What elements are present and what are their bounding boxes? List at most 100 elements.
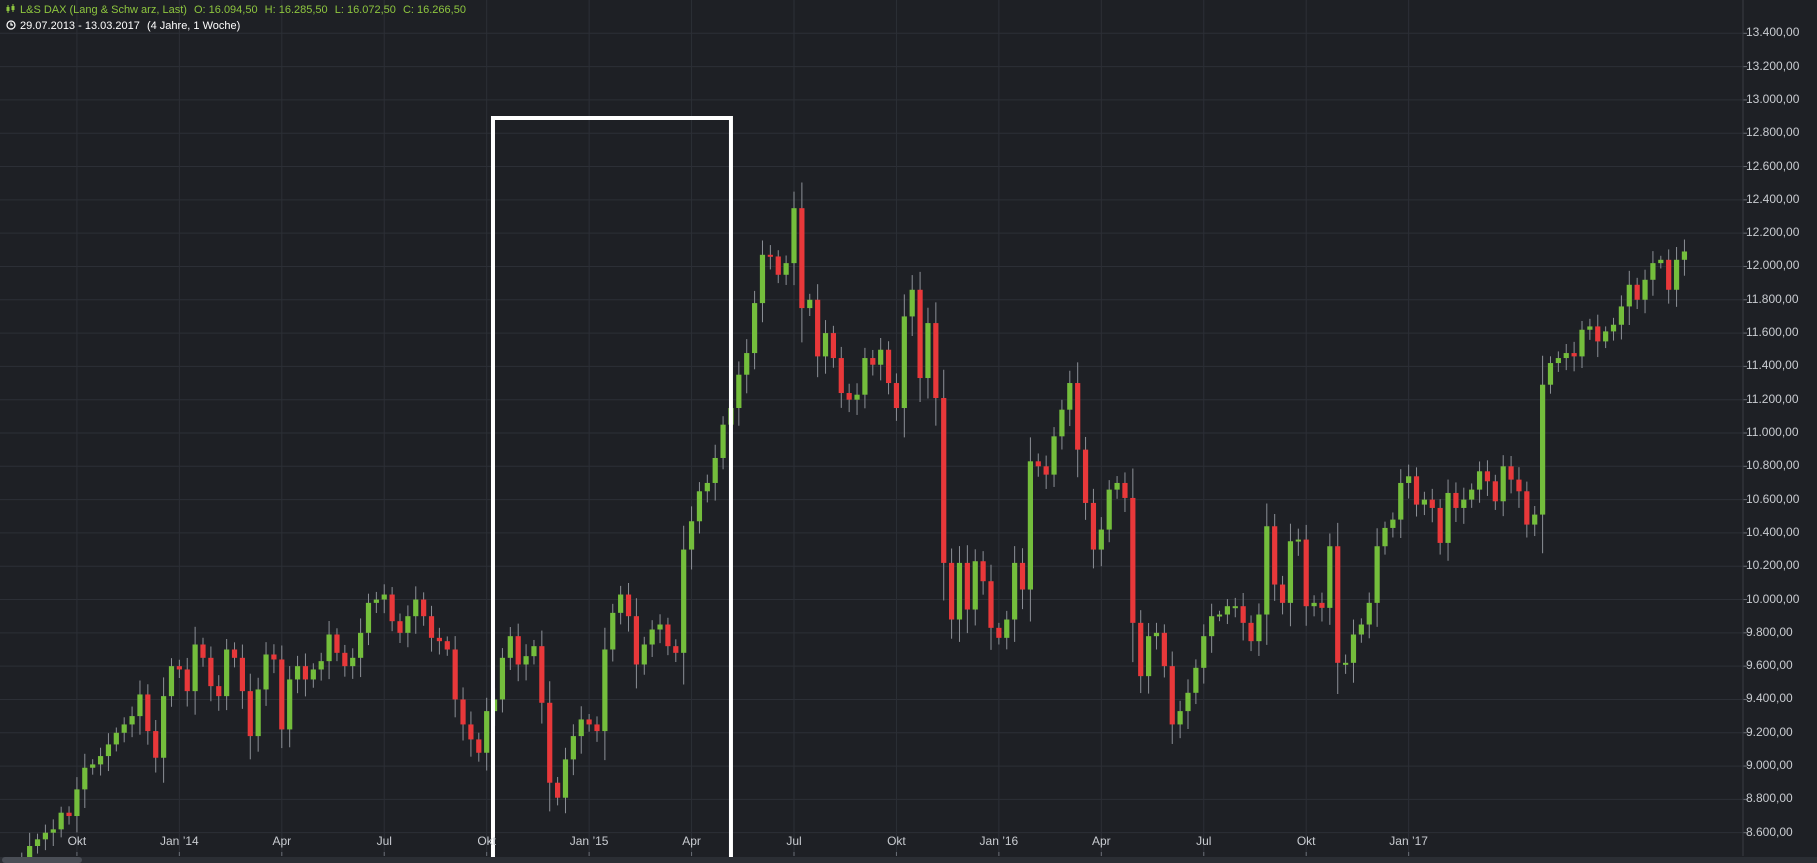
candle-body-up xyxy=(1067,383,1073,410)
y-tick-label: 10.400,00 xyxy=(1746,524,1800,539)
candle xyxy=(279,645,285,749)
y-tick-label: 11.000,00 xyxy=(1746,424,1799,439)
candle xyxy=(58,806,64,838)
candle xyxy=(1098,517,1104,567)
candle xyxy=(342,644,348,677)
candle-body-up xyxy=(1476,471,1483,490)
candle xyxy=(807,293,813,317)
candle-body-down xyxy=(1161,632,1167,667)
candle-body-up xyxy=(34,839,41,847)
candle-body-up xyxy=(97,756,104,765)
candle-body-up xyxy=(294,666,301,680)
candle-body-up xyxy=(1642,279,1648,300)
candle xyxy=(1075,362,1081,478)
candle xyxy=(1067,370,1073,427)
instrument-name: L&S DAX (Lang & Schw arz, Last) xyxy=(20,4,187,16)
time-scrollbar[interactable] xyxy=(0,857,1817,863)
candle-body-up xyxy=(704,482,710,492)
candle xyxy=(381,584,387,614)
candle xyxy=(1303,524,1309,626)
candle xyxy=(1658,255,1664,269)
scrollbar-handle[interactable] xyxy=(2,857,82,863)
candle xyxy=(736,361,742,426)
candle xyxy=(759,240,766,323)
candle xyxy=(176,659,182,679)
candle xyxy=(1216,610,1223,622)
candle xyxy=(1130,468,1136,663)
candle xyxy=(436,627,442,655)
candle-body-up xyxy=(752,303,758,354)
candle xyxy=(468,711,474,757)
close-value: C: 16.266,50 xyxy=(402,4,466,16)
candle xyxy=(893,373,900,421)
candle xyxy=(815,284,821,378)
candle-body-down xyxy=(846,393,852,400)
candle xyxy=(696,482,703,534)
candle-body-down xyxy=(1169,666,1175,725)
candle-body-up xyxy=(1461,499,1467,508)
candle xyxy=(1295,528,1301,556)
candle-body-up xyxy=(602,649,608,732)
candle xyxy=(972,549,978,626)
candle-body-up xyxy=(1445,492,1451,543)
candle-body-down xyxy=(838,358,844,394)
candle-body-up xyxy=(1382,527,1388,547)
candle xyxy=(570,724,576,776)
candle xyxy=(547,681,553,812)
high-value: H: 16.285,50 xyxy=(264,4,328,16)
candle xyxy=(1019,548,1026,610)
candle xyxy=(358,618,364,678)
date-range: 29.07.2013 - 13.03.2017 xyxy=(20,20,140,32)
candle-body-down xyxy=(515,636,521,665)
candle-body-up xyxy=(783,263,789,275)
candle xyxy=(1673,247,1680,307)
candle-body-down xyxy=(279,659,285,730)
candle-body-down xyxy=(1595,326,1601,342)
candle-body-up xyxy=(129,716,135,725)
candle xyxy=(1398,469,1404,538)
candle xyxy=(1043,455,1049,489)
candle xyxy=(1114,476,1120,499)
candle xyxy=(1579,321,1585,368)
candle xyxy=(1279,575,1286,615)
y-tick-label: 10.600,00 xyxy=(1746,491,1800,506)
candle xyxy=(539,630,545,724)
candle-body-down xyxy=(885,349,892,384)
candle-body-up xyxy=(318,661,324,670)
candle-body-up xyxy=(854,394,860,400)
candle-body-down xyxy=(176,666,182,670)
candle-body-up xyxy=(373,599,379,603)
y-tick-label: 11.600,00 xyxy=(1746,325,1799,340)
candle-body-up xyxy=(901,316,907,409)
candle-body-down xyxy=(271,654,277,660)
candle xyxy=(397,613,403,644)
candle-body-up xyxy=(1153,632,1160,637)
candle-body-down xyxy=(633,616,639,665)
candle-body-up xyxy=(263,654,269,690)
candle xyxy=(1610,317,1617,341)
candle xyxy=(602,627,608,761)
candle-body-down xyxy=(555,782,561,798)
candle xyxy=(949,548,955,639)
candle-body-up xyxy=(1295,539,1301,542)
candle xyxy=(870,349,876,376)
candle-body-up xyxy=(413,599,419,617)
period-label: (4 Jahre, 1 Woche) xyxy=(146,20,241,32)
candle-body-up xyxy=(1177,711,1183,725)
candle xyxy=(1666,249,1672,304)
candle-body-down xyxy=(1437,507,1443,543)
candle xyxy=(200,637,206,667)
candle-body-up xyxy=(507,636,513,658)
candle xyxy=(1382,521,1388,555)
candle-body-up xyxy=(1004,619,1010,638)
candle-body-down xyxy=(1524,491,1530,525)
candle xyxy=(1603,326,1609,349)
candle-body-down xyxy=(964,562,970,610)
candle-body-up xyxy=(113,732,119,745)
candle xyxy=(830,325,836,368)
x-tick-label: Jul xyxy=(786,834,802,848)
candle-body-down xyxy=(200,644,206,658)
candle xyxy=(27,832,33,863)
candle xyxy=(1421,491,1427,516)
